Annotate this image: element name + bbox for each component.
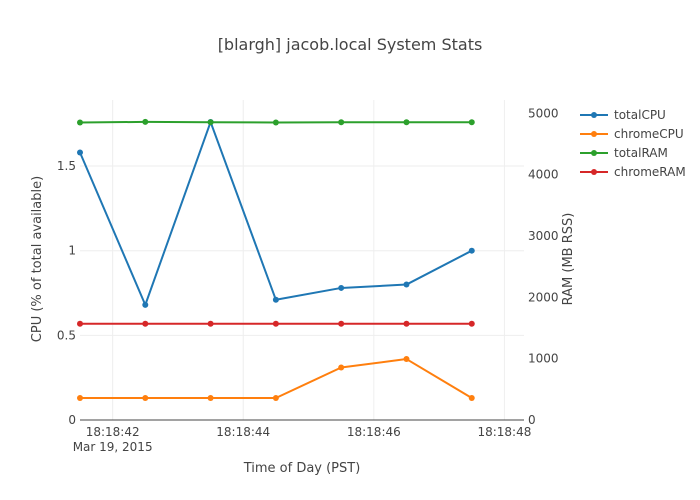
legend-marker-swatch [591, 131, 597, 137]
legend-label: chromeRAM [614, 165, 686, 179]
y-right-tick-label: 1000 [528, 352, 559, 366]
data-point-chromeCPU[interactable] [338, 364, 345, 371]
legend[interactable]: totalCPU chromeCPU totalRAM chromeRAM [580, 108, 686, 179]
legend-item-totalRAM[interactable]: totalRAM [580, 146, 668, 160]
data-point-totalCPU[interactable] [142, 301, 149, 308]
legend-item-totalCPU[interactable]: totalCPU [580, 108, 666, 122]
data-point-chromeRAM[interactable] [77, 320, 83, 327]
x-tick-label: 18:18:44 [216, 425, 270, 439]
legend-label: totalCPU [614, 108, 666, 122]
legend-label: chromeCPU [614, 127, 684, 141]
series-totalRAM [77, 118, 475, 126]
x-tick-label: 18:18:42 [86, 425, 140, 439]
x-tick-label: 18:18:46 [347, 425, 401, 439]
data-point-chromeRAM[interactable] [403, 320, 410, 327]
data-point-totalCPU[interactable] [77, 149, 83, 156]
legend-label: totalRAM [614, 146, 668, 160]
y-left-tick-label: 1.5 [57, 159, 76, 173]
y-axis-right-title: RAM (MB RSS) [561, 213, 576, 306]
series-chromeRAM [77, 320, 475, 327]
legend-item-chromeRAM[interactable]: chromeRAM [580, 165, 686, 179]
chart-title: [blargh] jacob.local System Stats [218, 35, 483, 54]
data-point-totalRAM[interactable] [468, 119, 475, 126]
data-point-chromeRAM[interactable] [207, 320, 214, 327]
data-point-totalRAM[interactable] [338, 119, 345, 126]
y-right-tick-label: 2000 [528, 290, 559, 304]
data-point-chromeCPU[interactable] [142, 394, 149, 401]
legend-item-chromeCPU[interactable]: chromeCPU [580, 127, 684, 141]
legend-marker-swatch [591, 112, 597, 118]
data-point-totalCPU[interactable] [338, 284, 345, 291]
data-point-chromeCPU[interactable] [403, 356, 410, 363]
series-chromeCPU [77, 356, 475, 401]
y-axis-left-title: CPU (% of total available) [30, 176, 45, 342]
y-left-tick-label: 0 [68, 413, 76, 427]
data-point-chromeRAM[interactable] [468, 320, 475, 327]
data-point-chromeCPU[interactable] [468, 394, 475, 401]
x-tick-label: 18:18:48 [477, 425, 531, 439]
grid-layer [80, 100, 524, 421]
legend-marker-swatch [591, 150, 597, 156]
y-left-tick-label: 1 [68, 244, 76, 258]
data-point-totalCPU[interactable] [403, 281, 410, 288]
legend-marker-swatch [591, 169, 597, 175]
data-point-totalCPU[interactable] [468, 247, 475, 254]
data-point-chromeRAM[interactable] [338, 320, 345, 327]
x-tick-sublabel: Mar 19, 2015 [73, 440, 153, 454]
data-point-totalCPU[interactable] [272, 296, 279, 303]
series-layer [77, 118, 475, 401]
data-point-totalRAM[interactable] [142, 118, 149, 125]
data-point-chromeCPU[interactable] [77, 394, 83, 401]
y-left-tick-label: 0.5 [57, 328, 76, 342]
data-point-chromeCPU[interactable] [207, 394, 214, 401]
y-right-tick-label: 3000 [528, 229, 559, 243]
y-right-tick-label: 4000 [528, 168, 559, 182]
data-point-totalRAM[interactable] [403, 119, 410, 126]
data-point-chromeRAM[interactable] [272, 320, 279, 327]
data-point-totalRAM[interactable] [207, 119, 214, 126]
x-axis-title: Time of Day (PST) [243, 461, 361, 476]
data-point-chromeRAM[interactable] [142, 320, 149, 327]
data-point-totalRAM[interactable] [272, 119, 279, 126]
y-right-tick-label: 5000 [528, 106, 559, 120]
data-point-chromeCPU[interactable] [272, 394, 279, 401]
data-point-totalRAM[interactable] [77, 119, 83, 126]
y-right-tick-label: 0 [528, 413, 536, 427]
